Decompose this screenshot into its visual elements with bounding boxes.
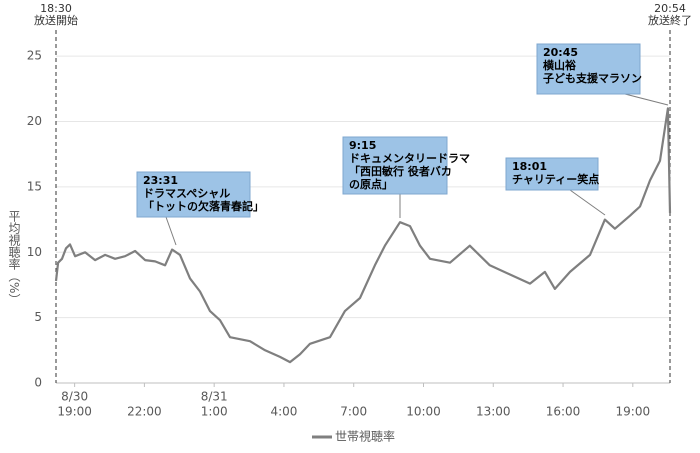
marker-label: 18:30: [40, 2, 72, 15]
callout-text: ドラマスペシャル: [143, 187, 230, 200]
y-tick-label: 5: [34, 310, 42, 324]
marker-label: 放送開始: [34, 13, 78, 27]
callout-text: ドキュメンタリードラマ: [349, 152, 470, 165]
x-date-label: 8/31: [201, 390, 228, 404]
callout-text: 9:15: [349, 139, 376, 152]
x-tick-label: 10:00: [406, 405, 441, 419]
x-tick-label: 7:00: [340, 405, 367, 419]
y-tick-label: 25: [27, 49, 42, 63]
x-tick-label: 4:00: [270, 405, 297, 419]
callout-box: [505, 157, 599, 191]
callout-box: [342, 136, 448, 195]
x-tick-label: 22:00: [127, 405, 162, 419]
callout-text: 18:01: [512, 160, 547, 173]
callout-line: [624, 93, 669, 106]
callout-text: の原点」: [349, 177, 393, 191]
marker-label: 20:54: [654, 2, 686, 15]
x-date-label: 8/30: [61, 390, 88, 404]
callout-text: 「トットの欠落青春記」: [143, 199, 264, 213]
x-tick-label: 13:00: [476, 405, 511, 419]
marker-label: 放送終了: [648, 13, 692, 27]
legend-label: 世帯視聴率: [335, 429, 395, 444]
series-line: [54, 107, 672, 364]
callout-box: [536, 43, 641, 95]
y-tick-label: 10: [27, 245, 42, 259]
x-tick-label: 19:00: [616, 405, 651, 419]
y-tick-label: 0: [34, 376, 42, 390]
callout-box: [136, 171, 251, 218]
callout-text: チャリティー笑点: [512, 172, 599, 186]
callout-text: 横山裕: [543, 58, 576, 72]
y-tick-label: 15: [27, 179, 42, 193]
y-axis-label: 平均視聴率（%）: [7, 210, 21, 305]
x-tick-label: 16:00: [546, 405, 581, 419]
callout-text: 23:31: [143, 174, 178, 187]
y-tick-label: 20: [27, 114, 42, 128]
x-tick-label: 1:00: [201, 405, 228, 419]
callout-line: [569, 189, 606, 216]
x-tick-label: 19:00: [57, 405, 92, 419]
callout-text: 20:45: [543, 46, 578, 59]
callout-line: [165, 216, 177, 246]
callout-text: 「西田敏行 役者バカ: [349, 164, 452, 178]
callout-text: 子ども支援マラソン: [543, 71, 642, 85]
